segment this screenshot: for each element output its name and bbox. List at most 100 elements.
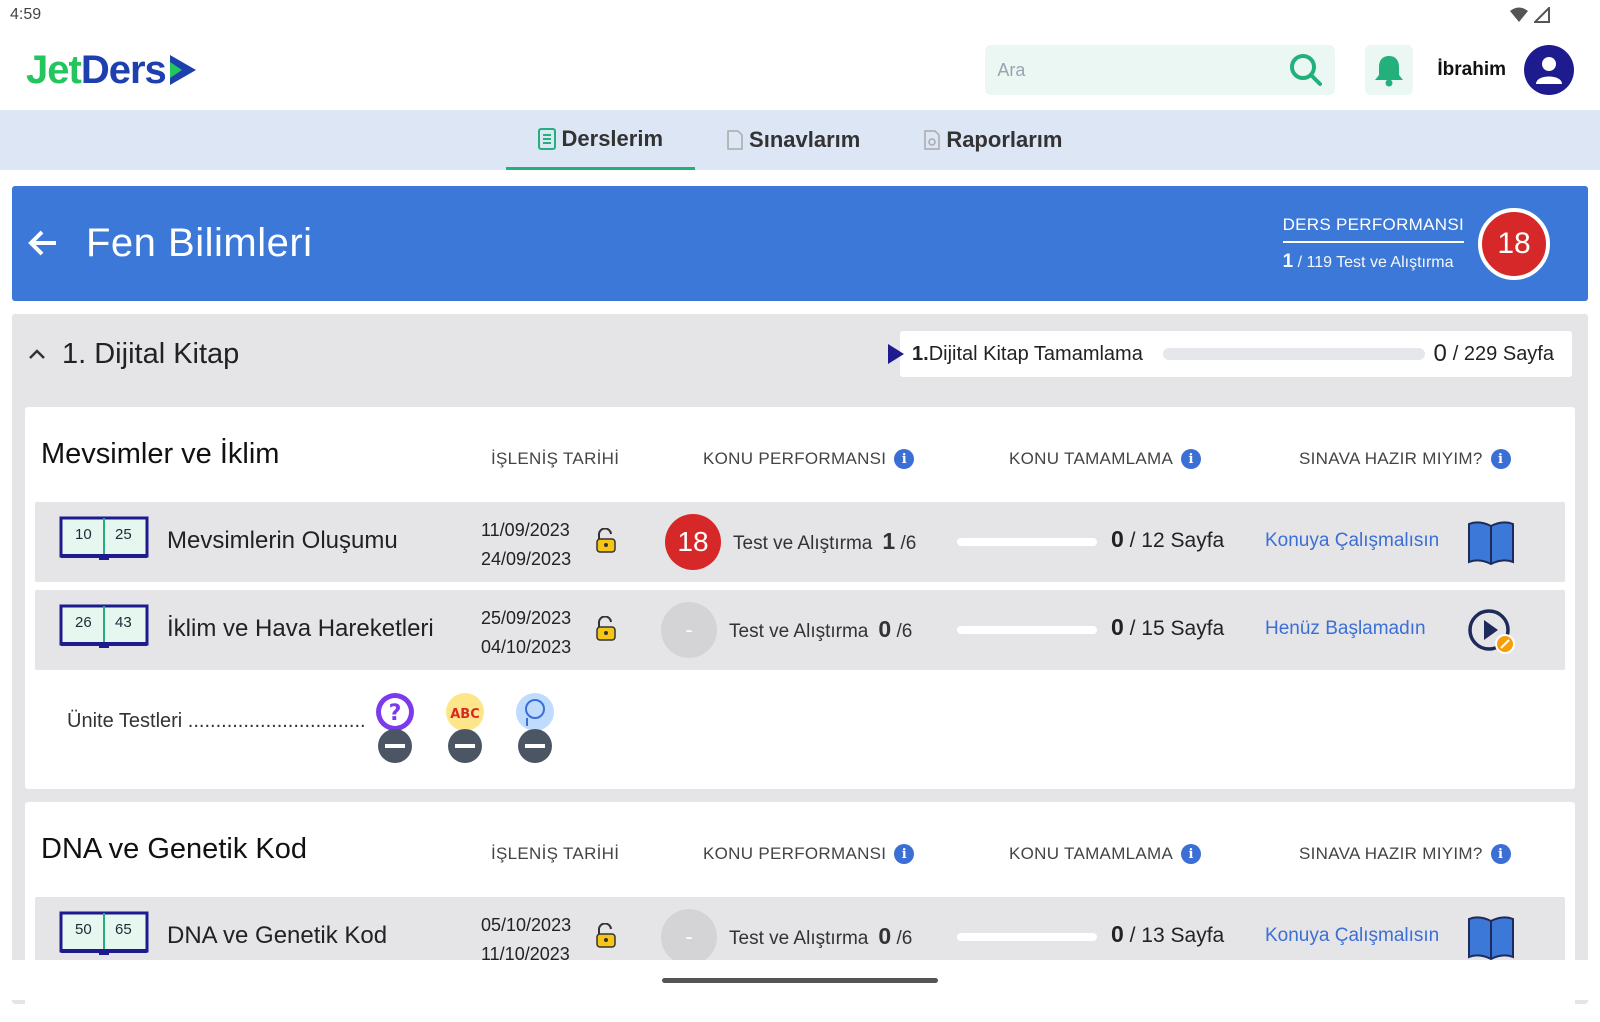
- info-icon[interactable]: i: [1181, 449, 1202, 469]
- date-start: 05/10/2023: [481, 915, 572, 935]
- avatar[interactable]: [1524, 45, 1574, 95]
- page-start: 10: [75, 526, 92, 543]
- unit-header: DNA ve Genetik Kod İŞLENİŞ TARİHİ KONU P…: [25, 802, 1575, 897]
- play-icon[interactable]: [1465, 604, 1517, 656]
- notifications-button[interactable]: [1365, 45, 1414, 95]
- performance-summary: 1 / 119 Test ve Alıştırma: [1282, 250, 1454, 272]
- topic-score-badge: -: [661, 602, 717, 658]
- tab-derslerim[interactable]: Derslerim: [505, 110, 696, 170]
- wifi-icon: [1510, 7, 1528, 22]
- page-range-book-icon: 50 65: [59, 911, 149, 962]
- topic-dates: 05/10/2023 11/10/2023: [481, 911, 571, 969]
- performance-done: 1: [1282, 250, 1294, 272]
- home-indicator[interactable]: [662, 978, 938, 983]
- brain-test-icon[interactable]: [513, 692, 557, 766]
- logo-play-icon: [169, 55, 196, 85]
- col-date-label: İŞLENİŞ TARİHİ: [491, 449, 620, 468]
- unlock-icon: [596, 528, 616, 553]
- logo-jet-text: Jet: [26, 47, 82, 92]
- info-icon[interactable]: i: [1181, 844, 1202, 864]
- info-icon[interactable]: i: [1490, 844, 1511, 864]
- tests-total: /6: [900, 533, 917, 554]
- book-tab-icon: [537, 127, 556, 150]
- unit-header: Mevsimler ve İklim İŞLENİŞ TARİHİ KONU P…: [25, 407, 1575, 502]
- page-start: 26: [75, 614, 92, 631]
- book-title: 1. Dijital Kitap: [62, 337, 240, 370]
- pages-done: 0: [1111, 614, 1124, 640]
- tab-sinavlarim[interactable]: Sınavlarım: [695, 110, 892, 170]
- test-label: Test ve Alıştırma: [733, 533, 873, 554]
- tab-label: Raporlarım: [946, 127, 1063, 152]
- bell-icon: [1375, 56, 1404, 87]
- back-arrow-icon[interactable]: [28, 223, 58, 265]
- unit-title: Mevsimler ve İklim: [41, 438, 280, 470]
- test-label: Test ve Alıştırma: [729, 621, 869, 642]
- tests-done: 1: [882, 528, 896, 554]
- page-end: 65: [115, 921, 132, 938]
- col-ready-header: SINAVA HAZIR MIYIM? i: [1299, 844, 1511, 864]
- unit-card: Mevsimler ve İklim İŞLENİŞ TARİHİ KONU P…: [25, 407, 1575, 789]
- readiness-status[interactable]: Konuya Çalışmalısın: [1265, 925, 1440, 946]
- abc-test-icon[interactable]: ABC: [443, 692, 487, 766]
- performance-label: DERS PERFORMANSI: [1282, 215, 1464, 243]
- date-end: 24/09/2023: [481, 549, 572, 569]
- col-perf-header: KONU PERFORMANSI i: [703, 449, 915, 469]
- tests-done: 0: [878, 616, 892, 642]
- readiness-status[interactable]: Henüz Başlamadın: [1265, 618, 1426, 639]
- tests-done: 0: [878, 923, 892, 949]
- unlock-icon: [596, 616, 616, 641]
- col-date-header: İŞLENİŞ TARİHİ: [491, 844, 619, 864]
- completion-label: Dijital Kitap Tamamlama: [928, 342, 1143, 365]
- date-start: 25/09/2023: [481, 608, 572, 628]
- page-range-book-icon: 26 43: [59, 604, 149, 655]
- topic-dates: 11/09/2023 24/09/2023: [481, 516, 571, 574]
- search-icon[interactable]: [1289, 53, 1323, 87]
- pages-done: 0: [1111, 921, 1124, 947]
- jetders-logo[interactable]: Jet Ders: [26, 48, 196, 93]
- status-icons: [1510, 7, 1550, 23]
- info-icon[interactable]: i: [894, 449, 915, 469]
- logo-ders-text: Ders: [80, 47, 167, 92]
- topic-name: İklim ve Hava Hareketleri: [167, 615, 434, 642]
- topic-row[interactable]: 26 43 İklim ve Hava Hareketleri 25/09/20…: [35, 590, 1565, 670]
- course-header: Fen Bilimleri DERS PERFORMANSI 1 / 119 T…: [12, 186, 1588, 301]
- topic-score-badge: -: [661, 909, 717, 965]
- pages-total: / 15 Sayfa: [1129, 617, 1225, 640]
- book-header[interactable]: 1. Dijital Kitap 1. Dijital Kitap Tamamla…: [12, 314, 1588, 394]
- date-start: 11/09/2023: [481, 520, 570, 540]
- col-perf-label: KONU PERFORMANSI: [703, 449, 887, 468]
- readiness-status[interactable]: Konuya Çalışmalısın: [1265, 530, 1440, 551]
- tests-total: /6: [896, 621, 913, 642]
- unit-tests: Ünite Testleri .........................…: [25, 678, 1575, 798]
- book-icon[interactable]: [1465, 911, 1517, 963]
- info-icon[interactable]: i: [1490, 449, 1511, 469]
- date-end: 11/10/2023: [481, 944, 570, 964]
- col-completion-label: KONU TAMAMLAMA: [1009, 449, 1174, 468]
- date-end: 04/10/2023: [481, 637, 572, 657]
- tab-raporlarim[interactable]: Raporlarım: [892, 110, 1094, 170]
- tests-total: /6: [896, 928, 913, 949]
- username[interactable]: İbrahim: [1437, 59, 1506, 80]
- performance-total: 119 Test ve Alıştırma: [1306, 253, 1454, 271]
- info-icon[interactable]: i: [894, 844, 915, 864]
- col-perf-header: KONU PERFORMANSI i: [703, 844, 915, 864]
- question-test-icon[interactable]: ?: [373, 692, 417, 766]
- search-box[interactable]: Ara: [985, 45, 1336, 95]
- svg-text:?: ?: [389, 701, 402, 726]
- col-date-label: İŞLENİŞ TARİHİ: [491, 844, 620, 863]
- completion-number: 1.: [912, 342, 929, 365]
- svg-text:ABC: ABC: [450, 707, 480, 722]
- topic-row[interactable]: 10 25 Mevsimlerin Oluşumu 11/09/2023 24/0…: [35, 502, 1565, 582]
- col-ready-header: SINAVA HAZIR MIYIM? i: [1299, 449, 1511, 469]
- tab-label: Sınavlarım: [749, 127, 861, 152]
- topic-tests: Test ve Alıştırma 0 /6: [729, 616, 912, 643]
- book-icon[interactable]: [1465, 516, 1517, 568]
- completion-total: 229 Sayfa: [1463, 342, 1554, 365]
- unlock-icon: [596, 923, 616, 948]
- signal-icon: [1534, 7, 1550, 23]
- unit-tests-label: Ünite Testleri .........................…: [67, 710, 366, 732]
- search-input[interactable]: Ara: [997, 59, 1026, 80]
- page-range-book-icon: 10 25: [59, 516, 149, 567]
- chevron-up-icon[interactable]: [28, 348, 46, 360]
- page-end: 25: [115, 526, 132, 543]
